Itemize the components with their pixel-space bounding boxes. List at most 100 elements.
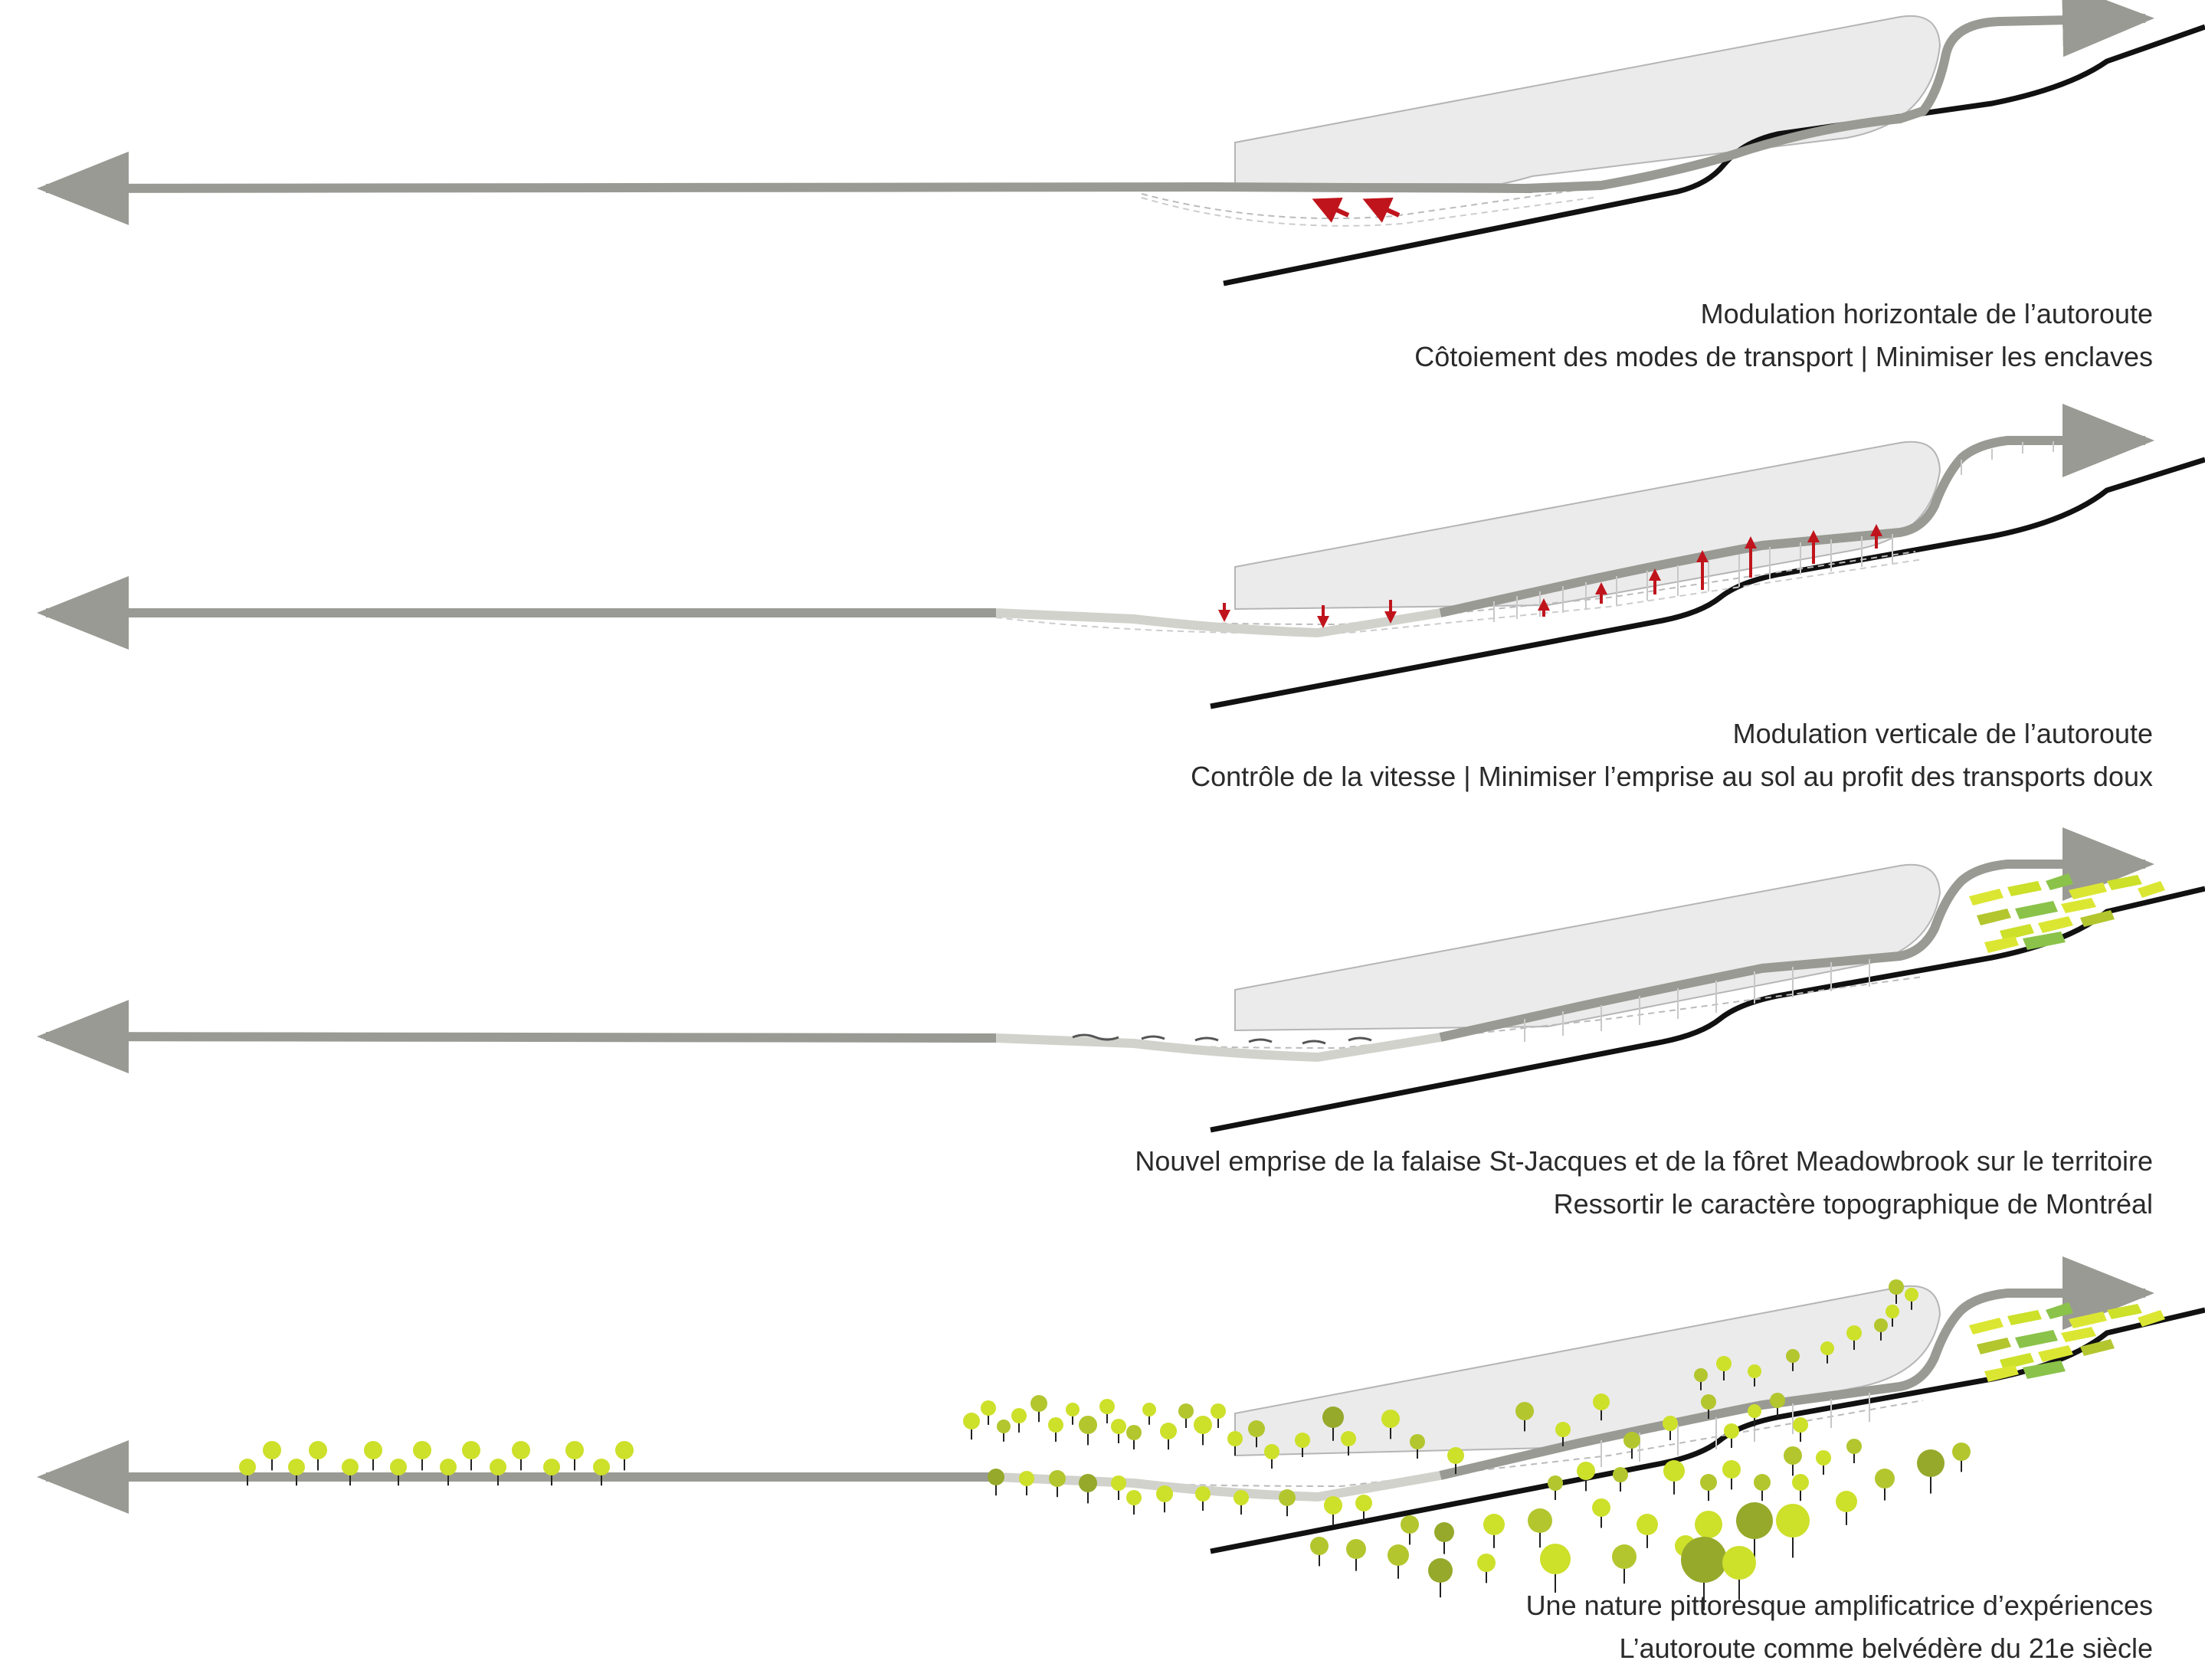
tree-icon <box>1592 1498 1610 1528</box>
tree-icon <box>1784 1446 1802 1476</box>
panel-topography <box>37 827 2205 1133</box>
caption-subtitle: Ressortir le caractère topographique de … <box>1553 1188 2153 1220</box>
tree-icon <box>1310 1537 1329 1567</box>
tree-icon <box>1736 1502 1773 1561</box>
tree-icon <box>1623 1432 1640 1459</box>
tree-icon <box>1700 1474 1717 1502</box>
tree-icon <box>1540 1544 1571 1593</box>
tree-icon <box>1126 1425 1142 1449</box>
red-shift-arrow <box>1312 197 1350 223</box>
trees <box>239 1279 1971 1610</box>
tree-icon <box>543 1459 560 1486</box>
caption-panel-4: Une nature pittoresque amplificatrice d’… <box>1526 1584 2153 1670</box>
tree-icon <box>1030 1395 1047 1423</box>
tree-icon <box>593 1459 610 1486</box>
tree-icon <box>1577 1462 1595 1492</box>
caption-title: Modulation horizontale de l’autoroute <box>1700 298 2153 329</box>
tree-icon <box>1816 1450 1831 1475</box>
tree-icon <box>1324 1496 1342 1526</box>
tree-icon <box>1701 1394 1716 1419</box>
red-vertical-arrows <box>1218 524 1882 628</box>
tree-icon <box>1066 1403 1080 1425</box>
cliff-plateau <box>1234 440 1941 611</box>
tree-icon <box>512 1441 530 1471</box>
highway-line <box>1439 404 2154 617</box>
tree-icon <box>1770 1393 1785 1417</box>
tree-icon <box>1515 1402 1534 1432</box>
railway-line <box>1223 24 2205 287</box>
tree-icon <box>1528 1508 1552 1548</box>
tree-icon <box>288 1459 305 1486</box>
tree-icon <box>1111 1419 1126 1443</box>
dashed-guide <box>1141 174 1656 220</box>
pillars <box>1524 959 1870 1042</box>
tree-icon <box>1793 1417 1808 1442</box>
tree-icon <box>413 1441 431 1471</box>
tree-icon <box>1637 1514 1658 1548</box>
tree-icon <box>1279 1489 1296 1517</box>
tree-icon <box>1126 1490 1142 1515</box>
tree-icon <box>462 1441 480 1471</box>
railway-line <box>1210 886 2205 1133</box>
tree-icon <box>1434 1522 1454 1554</box>
tree-icon <box>1477 1554 1496 1583</box>
tree-icon <box>1295 1433 1310 1457</box>
tree-icon <box>1722 1460 1741 1490</box>
tree-icon <box>988 1469 1004 1496</box>
tree-icon <box>1786 1349 1800 1371</box>
cliff-plateau <box>1234 1285 1941 1457</box>
tree-icon <box>1322 1407 1344 1441</box>
tree-icon <box>1836 1491 1857 1525</box>
tree-icon <box>1142 1403 1156 1425</box>
tree-icon <box>1875 1469 1895 1501</box>
tree-icon <box>1195 1486 1211 1511</box>
caption-title: Une nature pittoresque amplificatrice d’… <box>1525 1590 2153 1621</box>
tree-icon <box>1952 1443 1971 1472</box>
tree-icon <box>1792 1474 1809 1502</box>
tree-icon <box>1401 1515 1419 1545</box>
highway-depressed-section <box>995 1471 1442 1502</box>
forest-fields <box>1969 873 2165 953</box>
tree-icon <box>1194 1416 1212 1446</box>
tree-icon <box>1886 1305 1899 1327</box>
highway-line <box>1439 827 2154 1042</box>
caption-panel-3: Nouvel emprise de la falaise St-Jacques … <box>1135 1140 2153 1226</box>
tree-icon <box>1663 1416 1678 1440</box>
tree-icon <box>1548 1475 1563 1500</box>
tree-icon <box>1079 1474 1097 1504</box>
tree-icon <box>1111 1475 1126 1500</box>
tree-icon <box>1555 1422 1571 1446</box>
tree-icon <box>1381 1410 1400 1439</box>
tree-icon <box>1748 1364 1761 1387</box>
dashed-guide <box>995 558 1924 634</box>
tree-icon <box>1346 1539 1366 1571</box>
tree-icon <box>1905 1288 1918 1310</box>
tree-icon <box>1681 1537 1727 1610</box>
tree-icon <box>1917 1449 1945 1494</box>
tree-icon <box>1776 1504 1810 1558</box>
tree-icon <box>1754 1474 1771 1502</box>
tree-icon <box>1355 1495 1372 1522</box>
caption-subtitle: Contrôle de la vitesse | Minimiser l’emp… <box>1191 761 2153 792</box>
tree-icon <box>263 1441 281 1471</box>
tree-icon <box>1211 1403 1226 1428</box>
tree-icon <box>1341 1431 1356 1456</box>
panel-nature <box>37 1256 2205 1610</box>
sunken-road-marks <box>1072 1033 1372 1045</box>
tree-icon <box>1447 1447 1464 1475</box>
caption-subtitle: Côtoiement des modes de transport | Mini… <box>1414 341 2153 372</box>
caption-title: Nouvel emprise de la falaise St-Jacques … <box>1135 1145 2153 1177</box>
tree-icon <box>1099 1399 1115 1423</box>
tree-icon <box>1846 1439 1862 1463</box>
tree-icon <box>1234 1490 1249 1515</box>
tree-icon <box>1049 1470 1066 1498</box>
tree-icon <box>615 1441 634 1471</box>
tree-icon <box>1178 1403 1194 1428</box>
tree-icon <box>1227 1431 1243 1456</box>
tree-icon <box>309 1441 327 1471</box>
tree-icon <box>1820 1341 1834 1364</box>
highway-line <box>37 151 1533 225</box>
caption-panel-2: Modulation verticale de l’autoroute Cont… <box>1191 712 2153 798</box>
railway-line <box>1210 457 2205 709</box>
